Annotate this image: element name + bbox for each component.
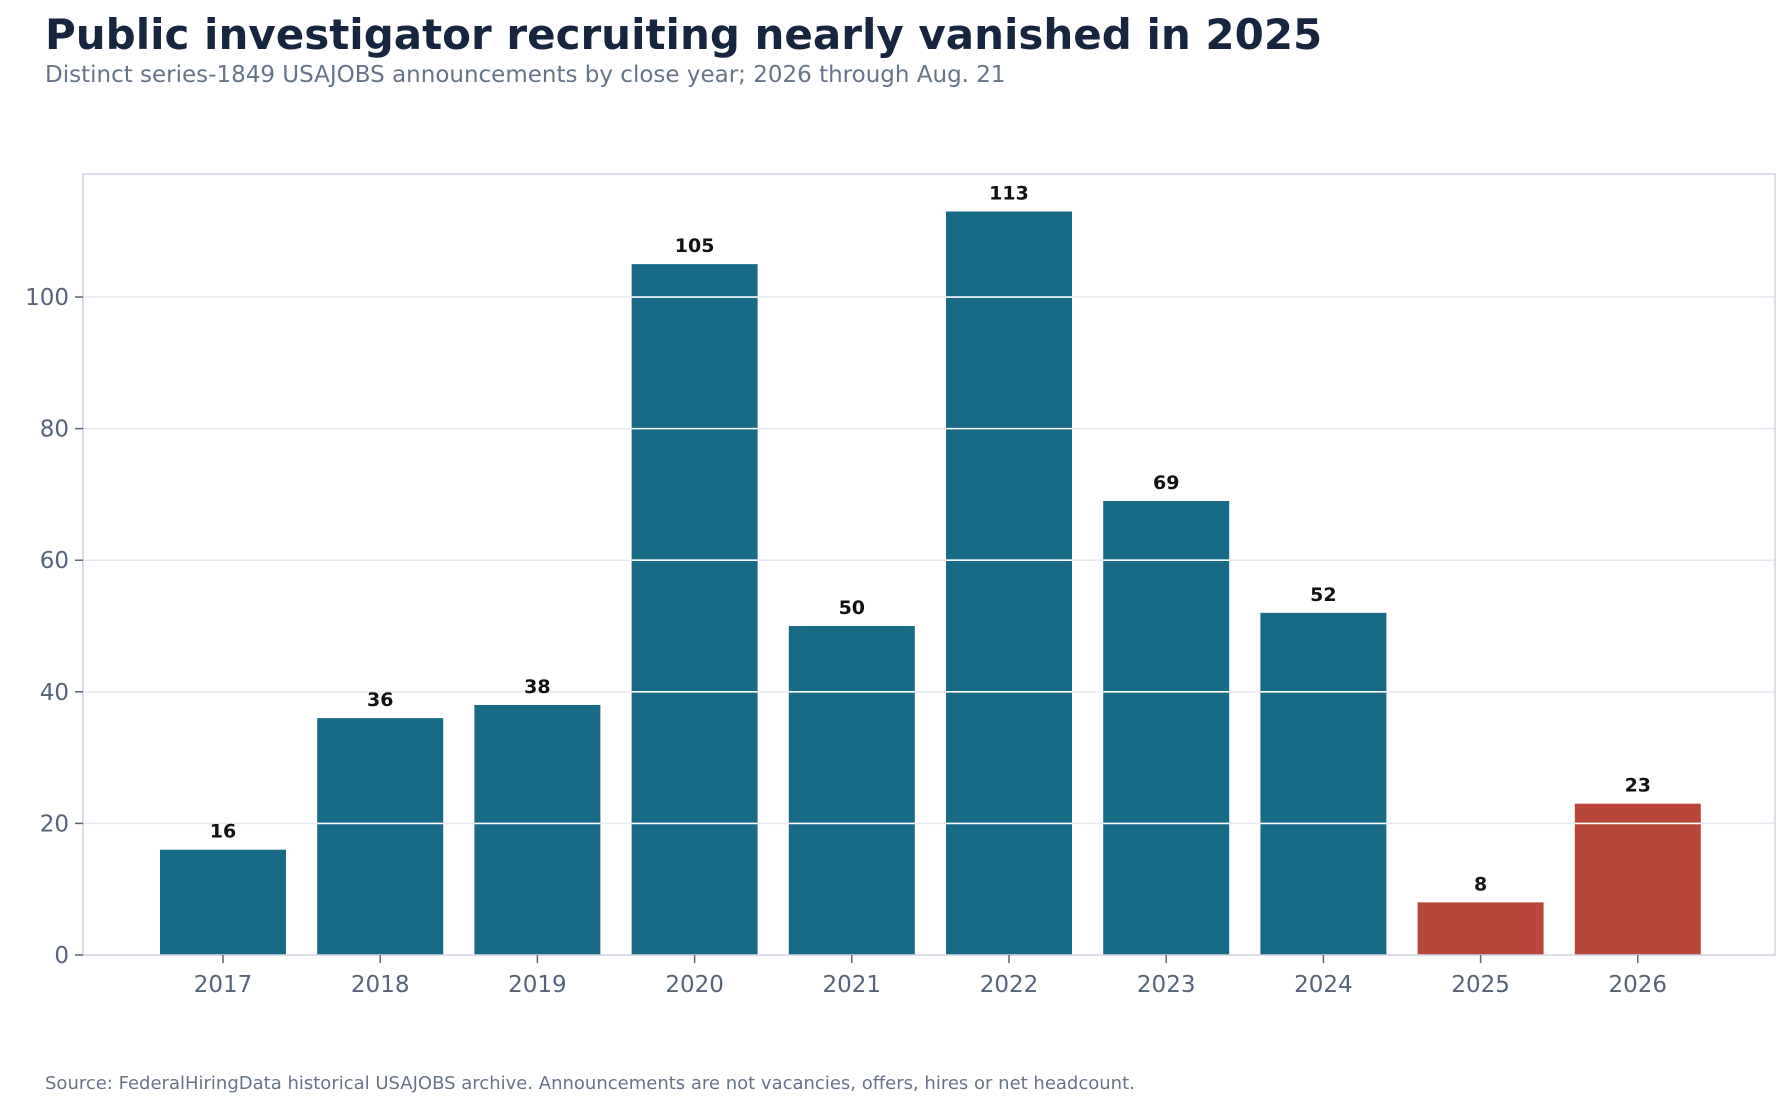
y-tick-label-60: 60 bbox=[40, 548, 69, 574]
bar-2024 bbox=[1260, 612, 1387, 955]
data-label-2024: 52 bbox=[1310, 584, 1336, 606]
y-tick-label-40: 40 bbox=[40, 680, 69, 706]
plot-frame bbox=[82, 173, 1776, 956]
chart-title: Public investigator recruiting nearly va… bbox=[45, 10, 1323, 59]
bar-2025 bbox=[1417, 902, 1544, 955]
bar-2019 bbox=[474, 704, 601, 955]
y-tick-label-20: 20 bbox=[40, 811, 69, 837]
bar-2020 bbox=[631, 264, 758, 955]
bar-gridline-overlay bbox=[317, 296, 1701, 825]
data-label-2021: 50 bbox=[839, 597, 865, 619]
x-axis: 2017 2018 2019 2020 2021 2022 2023 2024 2025 2026 bbox=[194, 955, 1667, 998]
data-label-2022: 113 bbox=[989, 183, 1029, 205]
data-label-2025: 8 bbox=[1474, 873, 1487, 895]
bar-2018 bbox=[317, 718, 444, 955]
data-labels: 16 36 38 105 50 113 69 52 8 23 bbox=[210, 183, 1651, 896]
x-tick-label-2020: 2020 bbox=[665, 972, 724, 998]
chart-subtitle: Distinct series-1849 USAJOBS announcemen… bbox=[45, 62, 1006, 88]
bar-2023 bbox=[1103, 501, 1230, 955]
x-tick-label-2022: 2022 bbox=[980, 972, 1039, 998]
y-tick-label-0: 0 bbox=[54, 943, 69, 969]
y-tick-label-80: 80 bbox=[40, 417, 69, 443]
bars bbox=[160, 211, 1701, 955]
source-note: Source: FederalHiringData historical USA… bbox=[45, 1073, 1135, 1094]
x-tick-label-2017: 2017 bbox=[194, 972, 253, 998]
data-label-2018: 36 bbox=[367, 689, 393, 711]
data-label-2026: 23 bbox=[1625, 775, 1651, 797]
x-tick-label-2023: 2023 bbox=[1137, 972, 1196, 998]
bar-2021 bbox=[788, 626, 915, 955]
data-label-2023: 69 bbox=[1153, 472, 1179, 494]
x-tick-label-2026: 2026 bbox=[1609, 972, 1668, 998]
bar-2026 bbox=[1574, 803, 1701, 955]
data-label-2020: 105 bbox=[675, 235, 715, 257]
data-label-2017: 16 bbox=[210, 821, 236, 843]
x-tick-label-2025: 2025 bbox=[1451, 972, 1510, 998]
x-tick-label-2021: 2021 bbox=[823, 972, 882, 998]
x-tick-label-2019: 2019 bbox=[508, 972, 567, 998]
x-tick-label-2018: 2018 bbox=[351, 972, 410, 998]
bar-2022 bbox=[946, 211, 1072, 955]
data-label-2019: 38 bbox=[524, 676, 550, 698]
y-tick-label-100: 100 bbox=[25, 285, 69, 311]
x-tick-label-2024: 2024 bbox=[1294, 972, 1353, 998]
y-axis: 0 20 40 60 80 100 bbox=[25, 285, 83, 969]
bar-2017 bbox=[160, 849, 286, 955]
